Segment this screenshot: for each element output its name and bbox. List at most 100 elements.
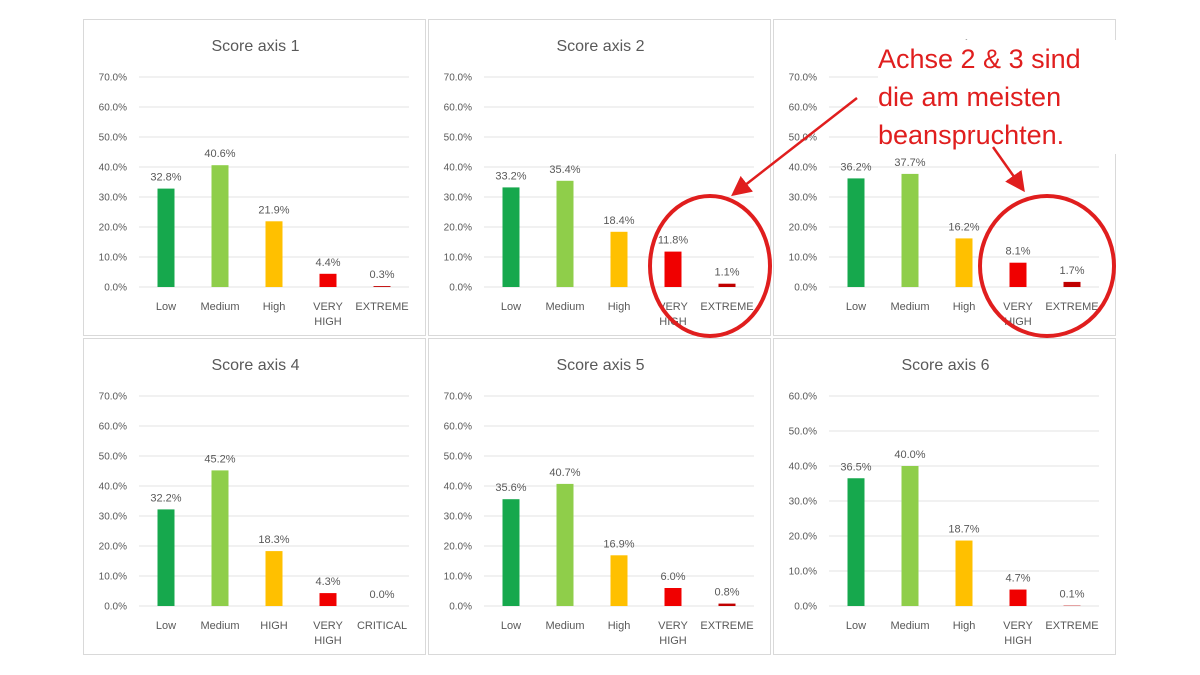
chart-title: Score axis 4 <box>211 357 299 374</box>
bar-chart-2: Score axis 2 0.0% 10.0% 20.0% 30.0% 40.0% 50.0… <box>444 38 754 328</box>
category-label: EXTREME <box>700 620 753 632</box>
y-tick-label: 10.0% <box>789 567 817 578</box>
data-label: 36.2% <box>840 161 871 173</box>
chart-panel-2: Score axis 2 0.0% 10.0% 20.0% 30.0% 40.0% 50.0… <box>428 19 771 336</box>
data-label: 18.7% <box>948 524 979 536</box>
bar-low <box>847 478 865 606</box>
y-tick-label: 30.0% <box>444 193 472 204</box>
data-label: 4.3% <box>315 576 340 588</box>
category-label: High <box>953 301 976 313</box>
data-label: 18.4% <box>603 215 634 227</box>
y-tick-label: 0.0% <box>449 283 472 294</box>
data-label: 45.2% <box>204 453 235 465</box>
y-tick-label: 50.0% <box>99 133 127 144</box>
highlight-circle-axis-3 <box>978 194 1116 338</box>
bar-extreme <box>718 283 736 287</box>
chart-title: Score axis 6 <box>901 357 989 374</box>
y-tick-label: 10.0% <box>789 253 817 264</box>
data-label: 1.1% <box>714 267 739 279</box>
chart-title: Score axis 5 <box>556 357 644 374</box>
y-tick-label: 50.0% <box>444 452 472 463</box>
arrow-to-axis-2 <box>731 97 858 197</box>
annotation-line-2: die am meisten <box>878 82 1062 112</box>
category-label: HIGH <box>1004 635 1032 647</box>
category-label: High <box>953 620 976 632</box>
y-tick-label: 60.0% <box>444 422 472 433</box>
bar-medium <box>556 483 574 606</box>
category-label: Low <box>846 301 866 313</box>
data-label: 36.5% <box>840 461 871 473</box>
bar-very-high <box>1009 262 1027 287</box>
y-tick-label: 30.0% <box>99 512 127 523</box>
category-label: CRITICAL <box>357 620 407 632</box>
category-label: VERY <box>313 301 343 313</box>
category-label: VERY <box>1003 301 1033 313</box>
y-tick-label: 40.0% <box>99 163 127 174</box>
category-label: EXTREME <box>355 301 408 313</box>
chart-panel-4: Score axis 4 0.0% 10.0% 20.0% 30.0% 40.0% 50.0… <box>83 338 426 655</box>
category-label: HIGH <box>659 635 687 647</box>
category-label: High <box>608 620 631 632</box>
category-label: Medium <box>200 301 239 313</box>
bar-high <box>955 238 973 287</box>
bar-high <box>955 540 973 606</box>
data-label: 40.6% <box>204 148 235 160</box>
y-tick-label: 60.0% <box>789 392 817 403</box>
category-label: High <box>608 301 631 313</box>
y-tick-label: 30.0% <box>789 497 817 508</box>
y-tick-label: 40.0% <box>444 482 472 493</box>
y-tick-label: 60.0% <box>444 103 472 114</box>
data-label: 35.4% <box>549 164 580 176</box>
bar-very-high <box>664 588 682 606</box>
bar-high <box>265 551 283 606</box>
y-tick-label: 70.0% <box>99 392 127 403</box>
data-label: 8.1% <box>1005 246 1030 258</box>
y-tick-label: 40.0% <box>789 462 817 473</box>
chart-title: Score axis 2 <box>556 38 644 55</box>
bar-very-high <box>1009 589 1027 606</box>
bar-low <box>502 499 520 606</box>
y-tick-label: 10.0% <box>99 253 127 264</box>
data-label: 0.0% <box>369 589 394 601</box>
category-label: Medium <box>890 301 929 313</box>
data-label: 21.9% <box>258 204 289 216</box>
arrow-to-axis-3 <box>991 146 1025 193</box>
bar-medium <box>211 165 229 287</box>
bar-high <box>610 555 628 606</box>
highlight-circle-axis-2 <box>648 194 772 338</box>
data-label: 32.2% <box>150 492 181 504</box>
bar-very-high <box>319 593 337 606</box>
data-label: 35.6% <box>495 482 526 494</box>
category-label: Low <box>501 620 521 632</box>
data-label: 16.9% <box>603 538 634 550</box>
category-label: VERY <box>658 620 688 632</box>
category-label: Medium <box>545 620 584 632</box>
data-label: 0.8% <box>714 587 739 599</box>
category-label: Low <box>501 301 521 313</box>
y-tick-label: 0.0% <box>449 602 472 613</box>
category-label: Medium <box>545 301 584 313</box>
y-tick-label: 70.0% <box>444 73 472 84</box>
y-tick-label: 20.0% <box>789 223 817 234</box>
category-label: HIGH <box>314 635 342 647</box>
chart-panel-1: Score axis 1 0.0% 10.0% 20.0% 30.0% 40.0% 50.0… <box>83 19 426 336</box>
bar-chart-1: Score axis 1 0.0% 10.0% 20.0% 30.0% 40.0% 50.0… <box>99 38 409 328</box>
y-tick-label: 70.0% <box>444 392 472 403</box>
data-label: 32.8% <box>150 172 181 184</box>
y-tick-label: 40.0% <box>99 482 127 493</box>
y-tick-label: 0.0% <box>104 283 127 294</box>
data-label: 37.7% <box>894 157 925 169</box>
annotation-line-3: beanspruchten. <box>878 120 1065 150</box>
category-label: VERY <box>1003 620 1033 632</box>
category-label: High <box>263 301 286 313</box>
y-tick-label: 20.0% <box>444 542 472 553</box>
data-label: 18.3% <box>258 534 289 546</box>
bar-medium <box>901 173 919 287</box>
category-label: Medium <box>890 620 929 632</box>
y-tick-label: 30.0% <box>99 193 127 204</box>
y-tick-label: 50.0% <box>789 133 817 144</box>
y-tick-label: 10.0% <box>444 253 472 264</box>
y-tick-label: 0.0% <box>794 602 817 613</box>
y-tick-label: 40.0% <box>789 163 817 174</box>
bar-extreme <box>718 603 736 606</box>
